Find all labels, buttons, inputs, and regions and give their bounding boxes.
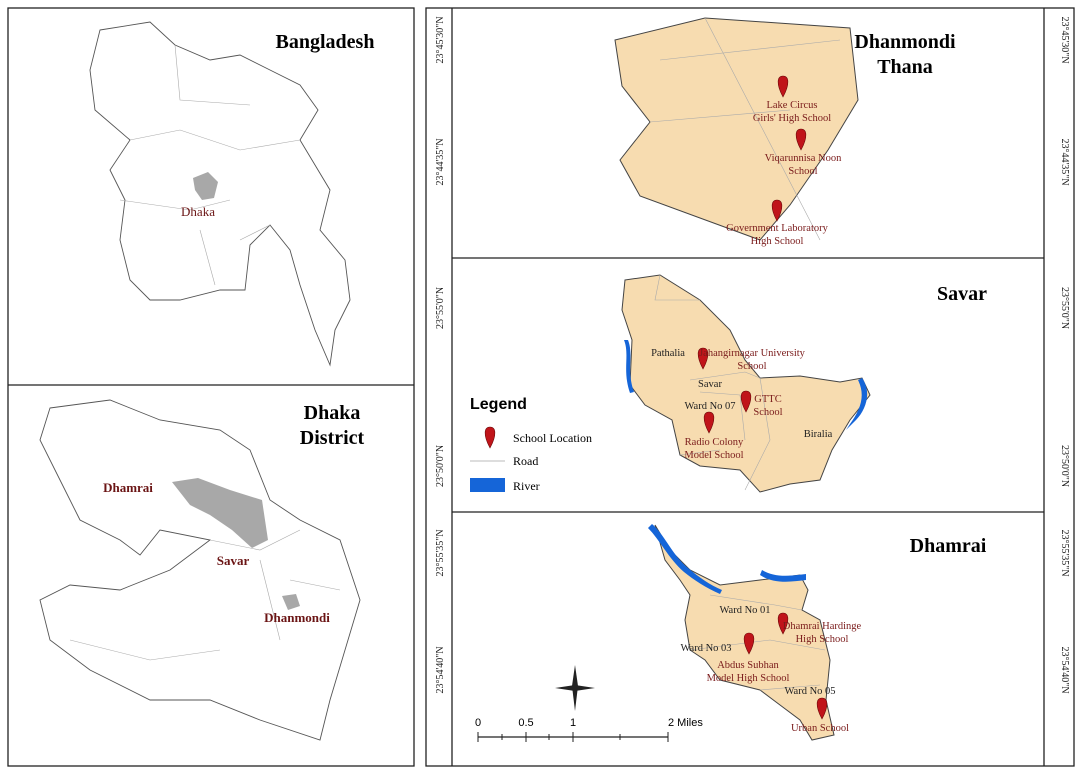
school-pin xyxy=(777,612,789,635)
school-label: Abdus Subhan Model High School xyxy=(707,660,790,684)
upazila-borders xyxy=(69,529,341,661)
lat-label: 23°44'35"N xyxy=(1059,138,1070,185)
school-label: Dhamrai Hardinge High School xyxy=(783,621,862,645)
scale-bar xyxy=(477,732,669,742)
ward-label: Ward No 01 xyxy=(719,605,770,616)
school-pin xyxy=(703,411,715,434)
district-label: Dhamrai xyxy=(103,480,153,495)
district-label: Dhanmondi xyxy=(264,610,330,625)
roads xyxy=(649,17,841,241)
area-label: Biralia xyxy=(804,429,833,440)
school-label: Jahangirnagar University School xyxy=(699,348,806,372)
school-label: Lake Circus Girls' High School xyxy=(753,100,831,124)
school-label: Radio Colony Model School xyxy=(684,437,744,461)
district-outline xyxy=(39,399,361,741)
dhaka-highlight xyxy=(193,172,218,200)
school-pin xyxy=(740,390,752,413)
savar-highlight xyxy=(172,478,268,548)
lat-label: 23°54'40"N xyxy=(435,646,446,693)
school-pin xyxy=(771,199,783,222)
legend-pin xyxy=(484,426,496,449)
lat-label: 23°55'35"N xyxy=(1059,529,1070,576)
river xyxy=(846,378,868,430)
lat-label: 23°55'35"N xyxy=(435,529,446,576)
ward-label: Savar Ward No 07 xyxy=(684,379,735,412)
ward-label: Ward No 05 xyxy=(784,686,835,697)
lat-label: 23°50'0"N xyxy=(1059,445,1070,487)
school-label: Viqarunnisa Noon School xyxy=(765,153,842,177)
legend-river xyxy=(470,478,505,492)
lat-label: 23°45'30"N xyxy=(435,16,446,63)
panel-title: Dhamrai xyxy=(910,535,987,557)
lat-label: 23°55'0"N xyxy=(435,287,446,329)
right-frame xyxy=(425,7,1075,767)
river xyxy=(648,524,722,594)
river xyxy=(624,340,634,393)
dhamrai-area xyxy=(654,524,835,741)
left-frame xyxy=(7,7,415,767)
legend-label: Road xyxy=(513,454,538,468)
school-label: Urban School xyxy=(791,723,849,734)
school-pin xyxy=(697,347,709,370)
river xyxy=(760,570,806,582)
map-label: Dhaka xyxy=(181,204,215,219)
legend-title: Legend xyxy=(470,396,527,413)
north-arrow xyxy=(555,665,595,711)
legend-label: School Location xyxy=(513,431,592,445)
lat-label: 23°45'30"N xyxy=(1059,16,1070,63)
district-label: Savar xyxy=(217,553,250,568)
school-pin xyxy=(795,128,807,151)
dhanmondi-highlight xyxy=(282,594,300,610)
panel-title: Bangladesh xyxy=(276,31,375,53)
school-label: Government Laboratory High School xyxy=(726,223,829,247)
lat-label: 23°50'0"N xyxy=(435,445,446,487)
division-borders xyxy=(119,44,301,286)
lat-label: 23°55'0"N xyxy=(1059,287,1070,329)
school-pin xyxy=(777,75,789,98)
school-label: GTTC School xyxy=(753,394,782,418)
area-label: Pathalia xyxy=(651,348,685,359)
ward-label: Ward No 03 xyxy=(680,643,731,654)
scale-label: 2 Miles xyxy=(668,717,703,729)
panel-title: Dhaka District xyxy=(300,402,365,449)
panel-title: Savar xyxy=(937,283,987,305)
scale-label: 0 xyxy=(475,717,481,729)
scale-label: 0.5 xyxy=(518,717,533,729)
scale-label: 1 xyxy=(570,717,576,729)
union-borders xyxy=(654,274,771,491)
school-pin xyxy=(816,697,828,720)
bangladesh-outline xyxy=(89,21,351,367)
panel-title: Dhanmondi Thana xyxy=(854,31,956,78)
school-pin xyxy=(743,632,755,655)
savar-area xyxy=(621,274,871,493)
lat-label: 23°44'35"N xyxy=(435,138,446,185)
lat-label: 23°54'40"N xyxy=(1059,646,1070,693)
legend-label: River xyxy=(513,479,540,493)
ward-borders xyxy=(689,594,826,691)
